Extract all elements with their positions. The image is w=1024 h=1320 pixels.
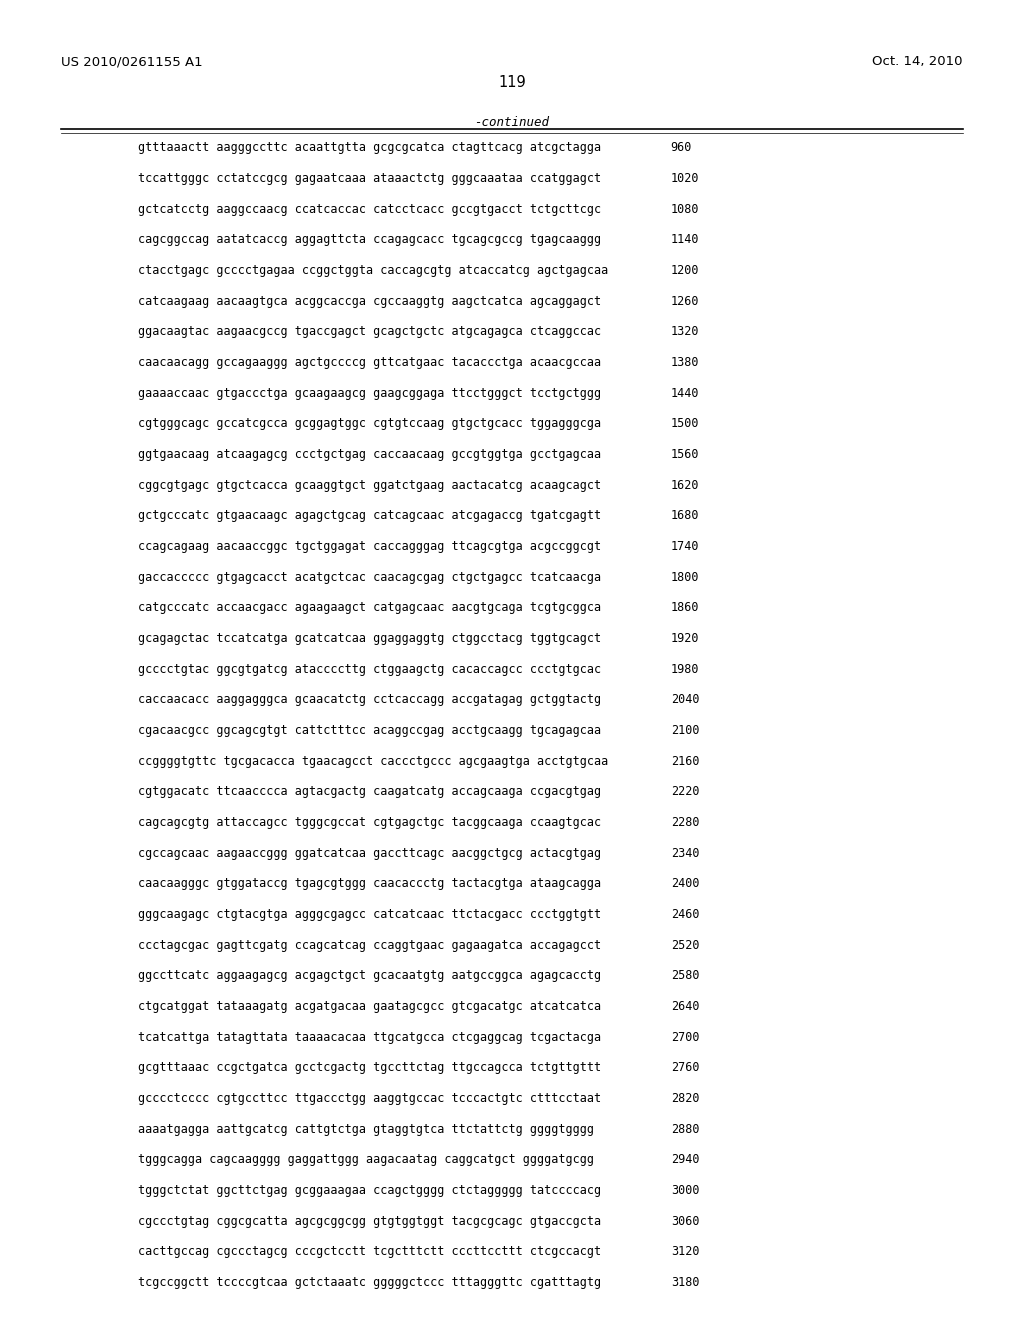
Text: caacaacagg gccagaaggg agctgccccg gttcatgaac tacaccctga acaacgccaa: caacaacagg gccagaaggg agctgccccg gttcatg… xyxy=(138,356,601,370)
Text: gtttaaactt aagggccttc acaattgtta gcgcgcatca ctagttcacg atcgctagga: gtttaaactt aagggccttc acaattgtta gcgcgca… xyxy=(138,141,601,154)
Text: 2760: 2760 xyxy=(671,1061,699,1074)
Text: cagcagcgtg attaccagcc tgggcgccat cgtgagctgc tacggcaaga ccaagtgcac: cagcagcgtg attaccagcc tgggcgccat cgtgagc… xyxy=(138,816,601,829)
Text: 1500: 1500 xyxy=(671,417,699,430)
Text: 1140: 1140 xyxy=(671,234,699,247)
Text: cagcggccag aatatcaccg aggagttcta ccagagcacc tgcagcgccg tgagcaaggg: cagcggccag aatatcaccg aggagttcta ccagagc… xyxy=(138,234,601,247)
Text: gaaaaccaac gtgaccctga gcaagaagcg gaagcggaga ttcctgggct tcctgctggg: gaaaaccaac gtgaccctga gcaagaagcg gaagcgg… xyxy=(138,387,601,400)
Text: 2580: 2580 xyxy=(671,969,699,982)
Text: 1680: 1680 xyxy=(671,510,699,523)
Text: 960: 960 xyxy=(671,141,692,154)
Text: -continued: -continued xyxy=(474,116,550,129)
Text: 119: 119 xyxy=(498,75,526,90)
Text: 2820: 2820 xyxy=(671,1092,699,1105)
Text: gggcaagagc ctgtacgtga agggcgagcc catcatcaac ttctacgacc ccctggtgtt: gggcaagagc ctgtacgtga agggcgagcc catcatc… xyxy=(138,908,601,921)
Text: 2700: 2700 xyxy=(671,1031,699,1044)
Text: cggcgtgagc gtgctcacca gcaaggtgct ggatctgaag aactacatcg acaagcagct: cggcgtgagc gtgctcacca gcaaggtgct ggatctg… xyxy=(138,479,601,491)
Text: gcgtttaaac ccgctgatca gcctcgactg tgccttctag ttgccagcca tctgttgttt: gcgtttaaac ccgctgatca gcctcgactg tgccttc… xyxy=(138,1061,601,1074)
Text: tcgccggctt tccccgtcaa gctctaaatc gggggctccc tttagggttc cgatttagtg: tcgccggctt tccccgtcaa gctctaaatc gggggct… xyxy=(138,1276,601,1290)
Text: 2940: 2940 xyxy=(671,1154,699,1167)
Text: US 2010/0261155 A1: US 2010/0261155 A1 xyxy=(61,55,203,69)
Text: cgacaacgcc ggcagcgtgt cattctttcc acaggccgag acctgcaagg tgcagagcaa: cgacaacgcc ggcagcgtgt cattctttcc acaggcc… xyxy=(138,723,601,737)
Text: cacttgccag cgccctagcg cccgctcctt tcgctttctt cccttccttt ctcgccacgt: cacttgccag cgccctagcg cccgctcctt tcgcttt… xyxy=(138,1246,601,1258)
Text: Oct. 14, 2010: Oct. 14, 2010 xyxy=(872,55,963,69)
Text: 2040: 2040 xyxy=(671,693,699,706)
Text: gcccctgtac ggcgtgatcg ataccccttg ctggaagctg cacaccagcc ccctgtgcac: gcccctgtac ggcgtgatcg ataccccttg ctggaag… xyxy=(138,663,601,676)
Text: caccaacacc aaggagggca gcaacatctg cctcaccagg accgatagag gctggtactg: caccaacacc aaggagggca gcaacatctg cctcacc… xyxy=(138,693,601,706)
Text: 1260: 1260 xyxy=(671,294,699,308)
Text: 3180: 3180 xyxy=(671,1276,699,1290)
Text: cgccctgtag cggcgcatta agcgcggcgg gtgtggtggt tacgcgcagc gtgaccgcta: cgccctgtag cggcgcatta agcgcggcgg gtgtggt… xyxy=(138,1214,601,1228)
Text: ctgcatggat tataaagatg acgatgacaa gaatagcgcc gtcgacatgc atcatcatca: ctgcatggat tataaagatg acgatgacaa gaatagc… xyxy=(138,1001,601,1012)
Text: 1200: 1200 xyxy=(671,264,699,277)
Text: 2280: 2280 xyxy=(671,816,699,829)
Text: 2520: 2520 xyxy=(671,939,699,952)
Text: 1380: 1380 xyxy=(671,356,699,370)
Text: cgtggacatc ttcaacccca agtacgactg caagatcatg accagcaaga ccgacgtgag: cgtggacatc ttcaacccca agtacgactg caagatc… xyxy=(138,785,601,799)
Text: tcatcattga tatagttata taaaacacaa ttgcatgcca ctcgaggcag tcgactacga: tcatcattga tatagttata taaaacacaa ttgcatg… xyxy=(138,1031,601,1044)
Text: 1620: 1620 xyxy=(671,479,699,491)
Text: ggtgaacaag atcaagagcg ccctgctgag caccaacaag gccgtggtga gcctgagcaa: ggtgaacaag atcaagagcg ccctgctgag caccaac… xyxy=(138,447,601,461)
Text: ccggggtgttc tgcgacacca tgaacagcct caccctgccc agcgaagtga acctgtgcaa: ccggggtgttc tgcgacacca tgaacagcct caccct… xyxy=(138,755,608,768)
Text: tgggcagga cagcaagggg gaggattggg aagacaatag caggcatgct ggggatgcgg: tgggcagga cagcaagggg gaggattggg aagacaat… xyxy=(138,1154,594,1167)
Text: gcccctcccc cgtgccttcc ttgaccctgg aaggtgccac tcccactgtc ctttcctaat: gcccctcccc cgtgccttcc ttgaccctgg aaggtgc… xyxy=(138,1092,601,1105)
Text: 1020: 1020 xyxy=(671,172,699,185)
Text: 2460: 2460 xyxy=(671,908,699,921)
Text: 1320: 1320 xyxy=(671,325,699,338)
Text: cgtgggcagc gccatcgcca gcggagtggc cgtgtccaag gtgctgcacc tggagggcga: cgtgggcagc gccatcgcca gcggagtggc cgtgtcc… xyxy=(138,417,601,430)
Text: gctcatcctg aaggccaacg ccatcaccac catcctcacc gccgtgacct tctgcttcgc: gctcatcctg aaggccaacg ccatcaccac catcctc… xyxy=(138,202,601,215)
Text: 1860: 1860 xyxy=(671,602,699,614)
Text: 1800: 1800 xyxy=(671,570,699,583)
Text: 1080: 1080 xyxy=(671,202,699,215)
Text: tgggctctat ggcttctgag gcggaaagaa ccagctgggg ctctaggggg tatccccacg: tgggctctat ggcttctgag gcggaaagaa ccagctg… xyxy=(138,1184,601,1197)
Text: caacaagggc gtggataccg tgagcgtggg caacaccctg tactacgtga ataagcagga: caacaagggc gtggataccg tgagcgtggg caacacc… xyxy=(138,878,601,891)
Text: 2100: 2100 xyxy=(671,723,699,737)
Text: 3060: 3060 xyxy=(671,1214,699,1228)
Text: gctgcccatc gtgaacaagc agagctgcag catcagcaac atcgagaccg tgatcgagtt: gctgcccatc gtgaacaagc agagctgcag catcagc… xyxy=(138,510,601,523)
Text: 2160: 2160 xyxy=(671,755,699,768)
Text: 3120: 3120 xyxy=(671,1246,699,1258)
Text: 1980: 1980 xyxy=(671,663,699,676)
Text: 3000: 3000 xyxy=(671,1184,699,1197)
Text: 2880: 2880 xyxy=(671,1123,699,1135)
Text: ggccttcatc aggaagagcg acgagctgct gcacaatgtg aatgccggca agagcacctg: ggccttcatc aggaagagcg acgagctgct gcacaat… xyxy=(138,969,601,982)
Text: gaccaccccc gtgagcacct acatgctcac caacagcgag ctgctgagcc tcatcaacga: gaccaccccc gtgagcacct acatgctcac caacagc… xyxy=(138,570,601,583)
Text: aaaatgagga aattgcatcg cattgtctga gtaggtgtca ttctattctg ggggtgggg: aaaatgagga aattgcatcg cattgtctga gtaggtg… xyxy=(138,1123,594,1135)
Text: 1440: 1440 xyxy=(671,387,699,400)
Text: 2400: 2400 xyxy=(671,878,699,891)
Text: 1920: 1920 xyxy=(671,632,699,645)
Text: 2220: 2220 xyxy=(671,785,699,799)
Text: catcaagaag aacaagtgca acggcaccga cgccaaggtg aagctcatca agcaggagct: catcaagaag aacaagtgca acggcaccga cgccaag… xyxy=(138,294,601,308)
Text: tccattgggc cctatccgcg gagaatcaaa ataaactctg gggcaaataa ccatggagct: tccattgggc cctatccgcg gagaatcaaa ataaact… xyxy=(138,172,601,185)
Text: ctacctgagc gcccctgagaa ccggctggta caccagcgtg atcaccatcg agctgagcaa: ctacctgagc gcccctgagaa ccggctggta caccag… xyxy=(138,264,608,277)
Text: cgccagcaac aagaaccggg ggatcatcaa gaccttcagc aacggctgcg actacgtgag: cgccagcaac aagaaccggg ggatcatcaa gaccttc… xyxy=(138,846,601,859)
Text: 1560: 1560 xyxy=(671,447,699,461)
Text: 2340: 2340 xyxy=(671,846,699,859)
Text: ccagcagaag aacaaccggc tgctggagat caccagggag ttcagcgtga acgccggcgt: ccagcagaag aacaaccggc tgctggagat caccagg… xyxy=(138,540,601,553)
Text: ggacaagtac aagaacgccg tgaccgagct gcagctgctc atgcagagca ctcaggccac: ggacaagtac aagaacgccg tgaccgagct gcagctg… xyxy=(138,325,601,338)
Text: 1740: 1740 xyxy=(671,540,699,553)
Text: ccctagcgac gagttcgatg ccagcatcag ccaggtgaac gagaagatca accagagcct: ccctagcgac gagttcgatg ccagcatcag ccaggtg… xyxy=(138,939,601,952)
Text: catgcccatc accaacgacc agaagaagct catgagcaac aacgtgcaga tcgtgcggca: catgcccatc accaacgacc agaagaagct catgagc… xyxy=(138,602,601,614)
Text: gcagagctac tccatcatga gcatcatcaa ggaggaggtg ctggcctacg tggtgcagct: gcagagctac tccatcatga gcatcatcaa ggaggag… xyxy=(138,632,601,645)
Text: 2640: 2640 xyxy=(671,1001,699,1012)
